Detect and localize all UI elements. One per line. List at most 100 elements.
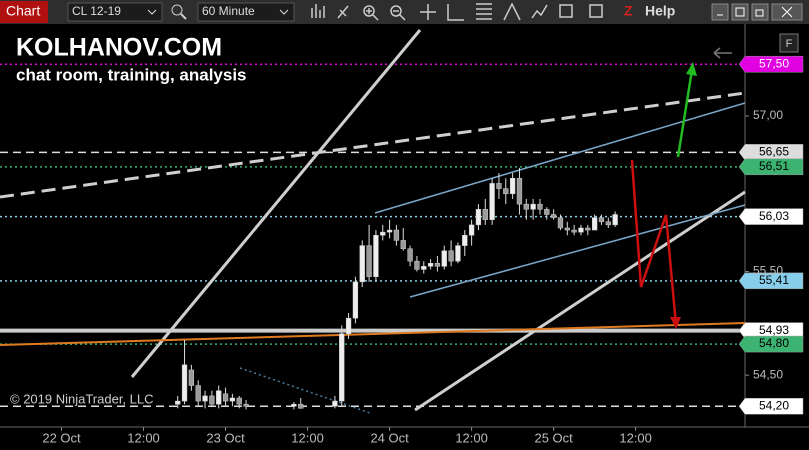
- chart-title: KOLHANOV.COM: [16, 34, 222, 62]
- z-button[interactable]: Z: [624, 3, 633, 19]
- candle-body: [366, 245, 372, 277]
- price-label-box: [738, 208, 804, 225]
- candle-body: [345, 317, 352, 334]
- candle-body: [373, 234, 379, 277]
- price-label-box: [738, 335, 804, 353]
- candle-body: [188, 369, 195, 386]
- candle-body: [380, 231, 386, 236]
- candle-body: [332, 400, 338, 407]
- candle-body: [571, 229, 577, 233]
- candle-body: [222, 393, 229, 402]
- x-tick-label: 12:00: [291, 430, 324, 445]
- candle-body: [441, 250, 447, 267]
- dropdown-arrow: [147, 9, 157, 15]
- candle-body: [591, 217, 598, 231]
- price-label: 56,65: [759, 144, 789, 158]
- maximize-button[interactable]: [731, 3, 749, 21]
- drawings: [0, 29, 746, 414]
- candle-body: [229, 397, 236, 402]
- app-tab[interactable]: [0, 1, 48, 23]
- candle-body: [195, 385, 201, 402]
- projection-green: [676, 69, 694, 158]
- price-label: 54,80: [759, 336, 789, 350]
- restore-button[interactable]: [751, 3, 769, 21]
- candle-body: [578, 227, 584, 233]
- candle-body: [503, 188, 509, 195]
- chart-subtitle: chat room, training, analysis: [16, 65, 247, 84]
- candle-body: [434, 262, 441, 267]
- app-label: Chart: [6, 3, 40, 19]
- y-tick-label: 55,50: [753, 264, 783, 278]
- candle-body: [455, 245, 461, 262]
- candle-body: [352, 281, 359, 319]
- float-button[interactable]: [779, 33, 799, 53]
- search-icon-handle: [180, 13, 187, 20]
- price-label: 56,51: [759, 159, 789, 173]
- x-tick-label: 12:00: [619, 430, 652, 445]
- price-label-box: [738, 398, 804, 415]
- x-tick-label: 25 Oct: [534, 430, 573, 445]
- price-label-box: [738, 144, 804, 161]
- axes: 57,00 55,50 54,50 22 Oct 12:00 23 Oct 12:00 24 …: [42, 108, 783, 445]
- instrument-label: CL 12-19: [72, 4, 121, 18]
- candle-body: [216, 390, 222, 405]
- candle-body: [605, 221, 611, 226]
- x-tick-label: 12:00: [455, 430, 488, 445]
- candle-body: [243, 403, 249, 407]
- y-tick-label: 54,50: [753, 367, 783, 381]
- y-tick-label: 57,00: [753, 108, 783, 122]
- arrow-head-green: [686, 62, 697, 76]
- candle-body: [482, 209, 488, 220]
- candle-body: [386, 229, 393, 233]
- x-tick-label: 22 Oct: [42, 430, 81, 445]
- candle-body: [468, 224, 475, 236]
- toolbar-icons[interactable]: [311, 2, 603, 21]
- price-label: 55,41: [759, 273, 789, 287]
- candle-body: [400, 240, 406, 249]
- candle-body: [516, 177, 523, 205]
- price-label: 57,50: [759, 56, 789, 70]
- candle-body: [181, 364, 188, 402]
- candle-body: [537, 203, 543, 210]
- float-label: F: [786, 38, 793, 50]
- chart-background: [0, 24, 809, 450]
- x-tick-label: 24 Oct: [370, 430, 409, 445]
- help-button[interactable]: Help: [645, 3, 675, 19]
- candle-body: [550, 214, 557, 218]
- search-icon[interactable]: [171, 4, 183, 16]
- candle-body: [462, 234, 468, 246]
- instrument-select[interactable]: [67, 2, 163, 22]
- candle-body: [530, 203, 536, 210]
- candle-body: [564, 227, 570, 231]
- candle-body: [209, 395, 215, 405]
- dropdown-arrow: [279, 9, 289, 15]
- price-label-box: [738, 55, 804, 73]
- candle-body: [407, 248, 413, 262]
- price-label-box: [738, 272, 804, 290]
- candle-body: [585, 227, 591, 231]
- candle-body: [339, 333, 345, 402]
- candle-body: [175, 400, 181, 405]
- candle-body: [544, 209, 550, 215]
- interval-select[interactable]: [197, 2, 295, 22]
- trend-line: [0, 322, 746, 346]
- minimize-button[interactable]: [711, 3, 729, 21]
- x-tick-label: 12:00: [127, 430, 160, 445]
- candle-body: [489, 183, 495, 220]
- back-arrow[interactable]: [713, 47, 732, 59]
- arrow-head-red: [670, 317, 681, 329]
- channel-line: [409, 204, 746, 298]
- candle-body: [414, 260, 420, 270]
- candle-body: [509, 177, 516, 195]
- candle-body: [475, 209, 482, 226]
- candle-body: [359, 245, 365, 283]
- price-label: 54,20: [759, 398, 789, 412]
- interval-label: 60 Minute: [202, 4, 255, 18]
- candle-body: [236, 397, 242, 405]
- copyright: © 2019 NinjaTrader, LLC: [10, 391, 154, 406]
- candles: [175, 167, 618, 410]
- channel-line: [414, 190, 746, 412]
- x-tick-label: 23 Oct: [206, 430, 245, 445]
